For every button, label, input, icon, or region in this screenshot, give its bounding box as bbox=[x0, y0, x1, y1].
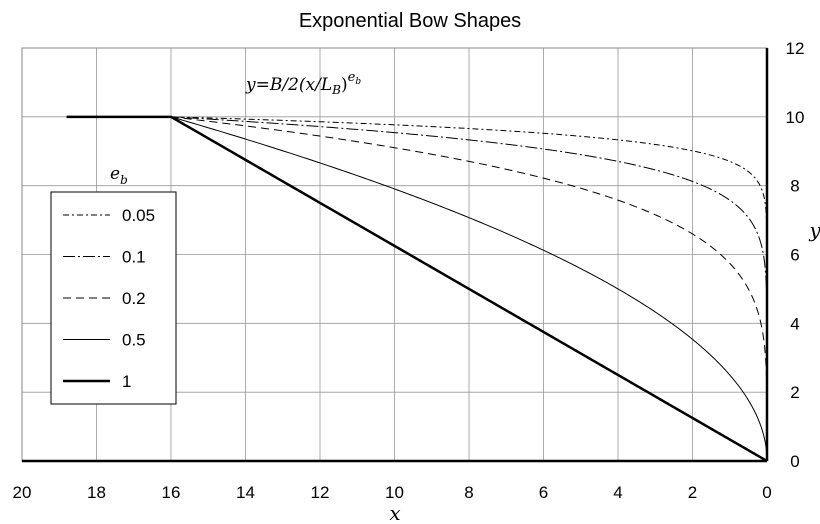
x-tick-labels: 20 18 16 14 12 10 8 6 4 2 0 bbox=[13, 483, 772, 502]
x-tick-label: 10 bbox=[385, 483, 404, 502]
y-tick-labels: 0 2 4 6 8 10 12 bbox=[786, 39, 805, 471]
series-line-0.5 bbox=[66, 116, 768, 462]
formula-rhs-L-sub: B bbox=[331, 83, 341, 97]
formula-exp: e bbox=[348, 70, 356, 85]
y-axis-label: y bbox=[808, 218, 820, 242]
x-tick-label: 16 bbox=[162, 483, 181, 502]
x-tick-label: 12 bbox=[311, 483, 330, 502]
legend-box bbox=[50, 191, 177, 405]
y-tick-label: 6 bbox=[790, 246, 799, 265]
y-tick-label: 8 bbox=[790, 177, 799, 196]
series-group bbox=[66, 115, 769, 463]
legend: 0.05 0.1 0.2 0.5 1 bbox=[50, 191, 177, 405]
y-tick-label: 0 bbox=[790, 452, 799, 471]
formula-lhs: y bbox=[245, 75, 256, 95]
x-tick-label: 2 bbox=[688, 483, 697, 502]
x-tick-label: 20 bbox=[13, 483, 32, 502]
x-tick-label: 0 bbox=[762, 483, 771, 502]
formula-rhs-post: ) bbox=[341, 75, 348, 95]
legend-label-0.5: 0.5 bbox=[122, 331, 146, 350]
legend-label-1: 1 bbox=[122, 372, 131, 391]
legend-title: eb bbox=[110, 164, 128, 187]
chart-title: Exponential Bow Shapes bbox=[299, 10, 521, 32]
series-line-0.1 bbox=[66, 116, 768, 461]
legend-label-0.1: 0.1 bbox=[122, 248, 146, 267]
x-tick-label: 4 bbox=[613, 483, 622, 502]
legend-label-0.2: 0.2 bbox=[122, 289, 146, 308]
x-tick-label: 14 bbox=[236, 483, 255, 502]
formula-exp-sub: b bbox=[355, 77, 361, 87]
series-line-1 bbox=[66, 115, 769, 463]
y-tick-label: 4 bbox=[790, 314, 799, 333]
y-tick-label: 10 bbox=[786, 108, 805, 127]
x-tick-label: 6 bbox=[539, 483, 548, 502]
formula-rhs-L: L bbox=[320, 75, 332, 95]
formula-rhs-pre: B/2(x/ bbox=[269, 75, 323, 95]
series-line-0.05 bbox=[66, 116, 768, 461]
x-tick-label: 8 bbox=[464, 483, 473, 502]
x-tick-label: 18 bbox=[87, 483, 106, 502]
formula-annotation: y=B/2(x/LB)eb bbox=[245, 70, 361, 97]
series-line-0.2 bbox=[66, 116, 768, 461]
legend-title-sub: b bbox=[120, 173, 128, 187]
x-axis-label: x bbox=[389, 501, 400, 524]
legend-label-0.05: 0.05 bbox=[122, 206, 155, 225]
y-tick-label: 2 bbox=[790, 383, 799, 402]
y-tick-label: 12 bbox=[786, 39, 805, 58]
